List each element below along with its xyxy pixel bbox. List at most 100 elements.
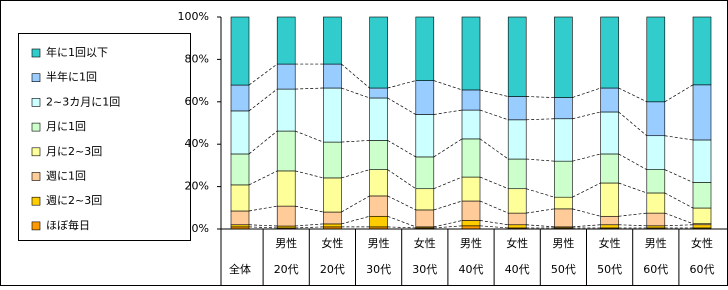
x-tick-label: 女性 [691, 236, 713, 250]
legend-swatch [31, 172, 41, 181]
connector [572, 182, 601, 198]
bar-segment [323, 211, 342, 225]
bar-segment [323, 87, 342, 143]
x-tick-label: 男性 [645, 236, 667, 250]
x-tick-label: 50代 [551, 263, 576, 276]
bar-segment [323, 177, 342, 213]
bar-segment [230, 224, 250, 228]
bar-segment [646, 192, 666, 214]
bar-segment [461, 176, 481, 202]
bar-segment [461, 138, 481, 178]
bar-segment [554, 196, 573, 210]
connector [387, 215, 416, 228]
connector [618, 111, 648, 136]
x-tick-label: 男性 [552, 236, 574, 250]
bar-segment [276, 16, 296, 65]
legend-label: 月に2~3回 [46, 145, 102, 158]
bar-segment [461, 109, 481, 140]
bar-segment [554, 160, 573, 198]
bar-segment [369, 140, 388, 170]
bar-segment [461, 200, 481, 221]
legend-label: 2~3カ月に1回 [46, 95, 120, 108]
bar-segment [415, 209, 435, 228]
bar-segment [323, 16, 342, 65]
x-tick-label: 女性 [321, 236, 343, 250]
bar-segment [415, 80, 435, 115]
connector [387, 97, 416, 115]
bar-segment [646, 169, 666, 194]
legend-label: 月に1回 [46, 120, 86, 133]
bar-segment [369, 195, 388, 217]
connector [664, 169, 694, 183]
bar-segment [600, 111, 619, 155]
connector [433, 138, 463, 158]
bar-segment [600, 182, 619, 217]
connector [479, 138, 509, 160]
bar-segment [276, 88, 296, 132]
bar-segment [600, 215, 619, 226]
bar-segment [230, 184, 250, 212]
bar-segment [369, 87, 388, 99]
bar-segment [276, 170, 296, 207]
bar-segment [230, 16, 250, 86]
legend-label: 週に2~3回 [46, 194, 102, 207]
connector [618, 153, 647, 170]
bar-segment [507, 158, 527, 190]
bar-segment [692, 139, 712, 183]
legend-swatch [31, 147, 41, 157]
legend-label: 年に1回以下 [46, 45, 108, 59]
connector [248, 88, 278, 112]
bar-segment [554, 97, 573, 120]
bar-segment [230, 210, 250, 226]
x-tick-label: 全体 [229, 262, 251, 276]
x-tick-label: 男性 [368, 236, 390, 250]
bar-segment [600, 16, 619, 89]
legend-label: 半年に1回 [46, 70, 97, 84]
legend-swatch [31, 98, 41, 107]
legend-label: 週に1回 [46, 170, 86, 183]
x-tick-label: 男性 [460, 236, 482, 250]
legend-swatch [31, 122, 41, 132]
legend-swatch [31, 73, 41, 82]
x-tick-label: 20代 [274, 263, 299, 276]
bar-segment [507, 212, 527, 226]
connector [341, 195, 370, 213]
bar-segment [507, 119, 527, 160]
bar-segment [369, 97, 388, 141]
legend-label: ほぼ毎日 [46, 219, 90, 232]
x-tick-label: 30代 [366, 263, 391, 276]
bar-segment [692, 16, 712, 86]
bar-segment [369, 215, 388, 228]
bar-segment [230, 110, 250, 155]
bar-segment [276, 130, 296, 172]
bar-segment [323, 63, 342, 89]
connector [618, 87, 647, 103]
bar-segment [461, 220, 481, 227]
bar-segment [461, 89, 481, 111]
y-tick-label: 60% [185, 95, 209, 108]
bar-segment [369, 169, 388, 197]
y-tick-label: 0% [192, 222, 209, 235]
x-tick-label: 60代 [690, 263, 715, 276]
bar-segment [323, 141, 342, 179]
bar-segment [600, 87, 619, 113]
bar-segment [554, 118, 573, 162]
bar-segment [323, 223, 342, 228]
bar-segment [554, 208, 573, 228]
bar-segment [600, 153, 619, 184]
connector [248, 170, 278, 186]
bar-segment [600, 224, 619, 229]
bar-segment [646, 225, 666, 229]
bar-segment [507, 96, 527, 121]
bar-segment [230, 153, 250, 186]
connector [248, 63, 278, 86]
connector [664, 212, 694, 225]
x-tick-label: 女性 [506, 236, 528, 250]
bar-segment [692, 182, 712, 209]
x-tick-label: 30代 [412, 263, 437, 276]
y-tick-label: 80% [185, 52, 209, 65]
bar-segment [415, 16, 435, 81]
bar-segment [415, 114, 435, 158]
bar-segment [646, 16, 666, 103]
